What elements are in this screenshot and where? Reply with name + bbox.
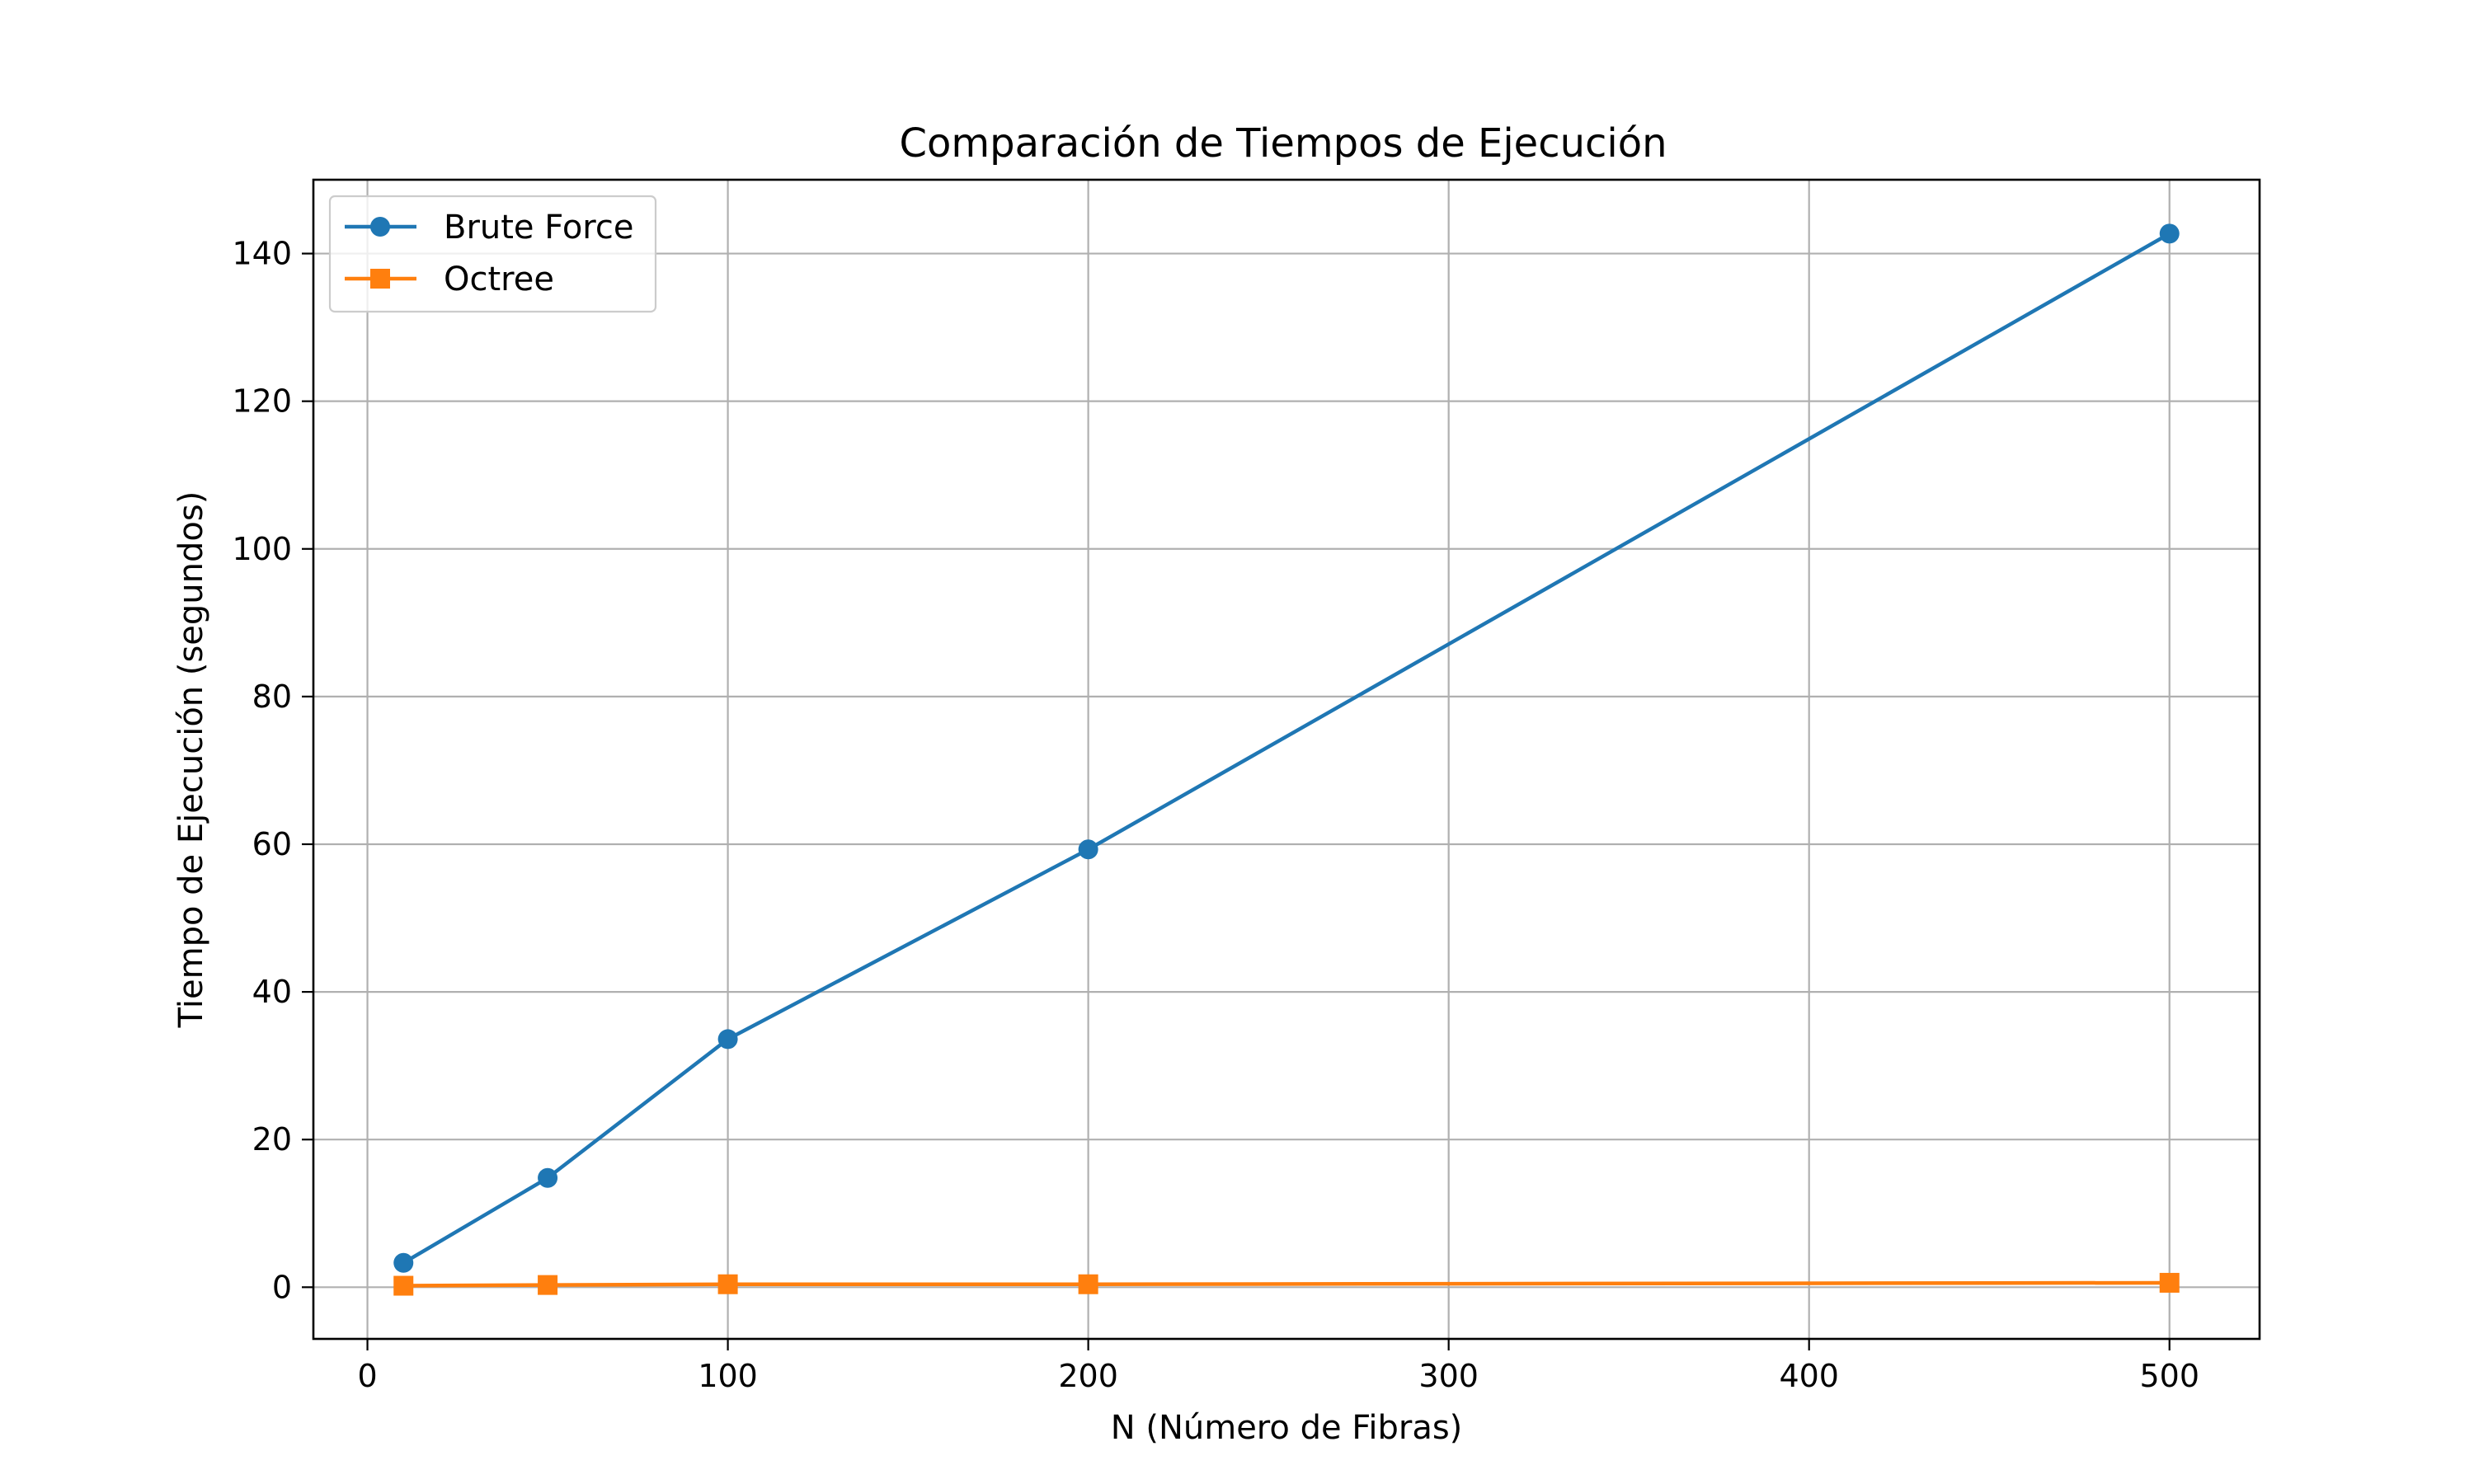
series-octree <box>393 1272 2180 1296</box>
x-tick-label: 100 <box>698 1358 758 1394</box>
legend-marker-octree <box>370 269 390 289</box>
data-point-brute-force <box>1078 839 1098 860</box>
data-point-octree <box>717 1274 738 1294</box>
legend-label-brute-force: Brute Force <box>444 209 633 247</box>
data-point-brute-force <box>2159 223 2180 244</box>
x-tick-label: 0 <box>357 1358 377 1394</box>
data-point-brute-force <box>393 1252 414 1273</box>
x-axis-label: N (Número de Fibras) <box>1111 1409 1463 1447</box>
data-point-brute-force <box>717 1029 738 1050</box>
data-point-octree <box>2159 1272 2180 1293</box>
y-axis-label: Tiempo de Ejecución (segundos) <box>172 491 210 1029</box>
x-tick-label: 500 <box>2139 1358 2199 1394</box>
data-point-brute-force <box>538 1167 558 1188</box>
y-tick-label: 80 <box>252 679 292 715</box>
legend: Brute Force Octree <box>328 195 657 313</box>
x-tick-label: 400 <box>1779 1358 1839 1394</box>
series-layer <box>393 223 2180 1296</box>
data-point-octree <box>538 1275 558 1295</box>
y-tick-label: 100 <box>232 531 292 567</box>
y-tick-label: 0 <box>272 1269 292 1305</box>
y-tick-label: 140 <box>232 236 292 272</box>
x-tick-label: 300 <box>1418 1358 1479 1394</box>
axis-ticks: 0 100 200 300 400 500 0 20 40 60 80 100 120 140 <box>232 236 2199 1394</box>
chart-title: Comparación de Tiempos de Ejecución <box>899 120 1667 167</box>
series-brute-force <box>393 223 2180 1273</box>
grid-lines <box>313 180 2260 1339</box>
y-tick-label: 120 <box>232 383 292 420</box>
x-tick-label: 200 <box>1058 1358 1118 1394</box>
legend-label-octree: Octree <box>444 261 554 298</box>
data-point-octree <box>393 1275 414 1296</box>
legend-marker-brute-force <box>370 217 390 237</box>
y-tick-label: 40 <box>252 974 292 1010</box>
y-tick-label: 60 <box>252 826 292 862</box>
data-point-octree <box>1078 1274 1098 1294</box>
plot-frame <box>312 178 2261 1341</box>
y-tick-label: 20 <box>252 1121 292 1158</box>
